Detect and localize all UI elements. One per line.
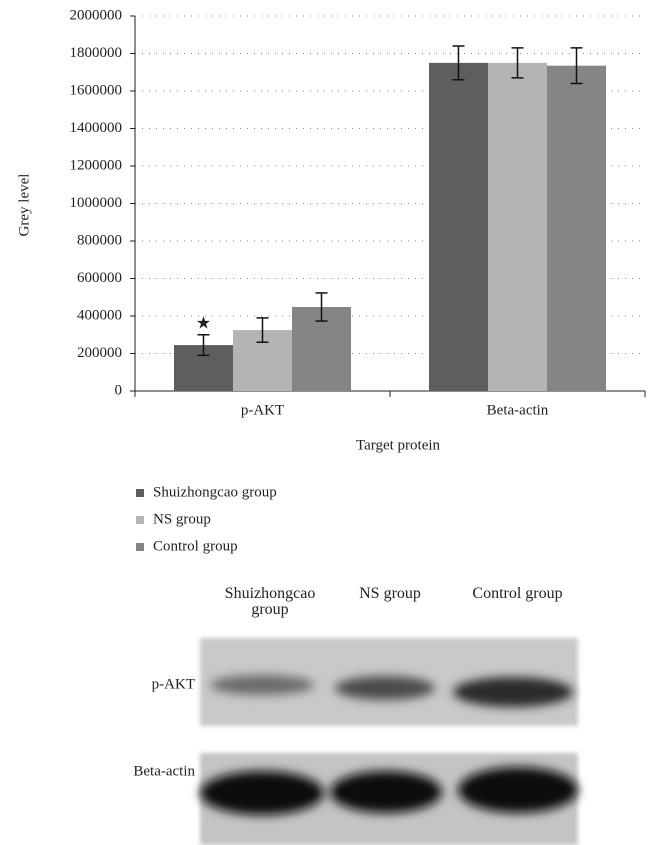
- x-axis-label: Target protein: [356, 437, 441, 453]
- row-label: Beta-actin: [133, 763, 195, 779]
- lane-label: Control group: [472, 585, 563, 602]
- row-label: p-AKT: [152, 676, 195, 692]
- bar: [488, 62, 547, 391]
- x-tick-label: Beta-actin: [487, 402, 549, 418]
- y-axis-label: Grey level: [16, 174, 32, 237]
- legend-marker: [136, 516, 144, 524]
- y-tick-label: 1000000: [70, 195, 123, 211]
- y-tick-label: 600000: [77, 270, 122, 286]
- y-tick-label: 2000000: [70, 7, 123, 23]
- legend-marker: [136, 489, 144, 497]
- bar: [547, 65, 606, 391]
- legend-marker: [136, 543, 144, 551]
- x-tick-label: p-AKT: [241, 402, 284, 418]
- legend-label: Control group: [153, 538, 238, 554]
- y-tick-label: 200000: [77, 345, 122, 361]
- y-tick-label: 1400000: [70, 120, 123, 136]
- y-tick-label: 1200000: [70, 157, 123, 173]
- blot-image: [200, 638, 578, 845]
- lane-label: NS group: [359, 585, 421, 602]
- y-tick-label: 800000: [77, 232, 122, 248]
- y-tick-label: 0: [115, 382, 123, 398]
- bar: [429, 62, 488, 391]
- y-tick-label: 1600000: [70, 82, 123, 98]
- legend-label: NS group: [153, 511, 211, 527]
- annotation: ★: [196, 314, 211, 333]
- lane-label: Shuizhongcao group: [224, 585, 316, 618]
- y-tick-label: 1800000: [70, 45, 123, 61]
- y-tick-label: 400000: [77, 307, 122, 323]
- legend-label: Shuizhongcao group: [153, 484, 277, 500]
